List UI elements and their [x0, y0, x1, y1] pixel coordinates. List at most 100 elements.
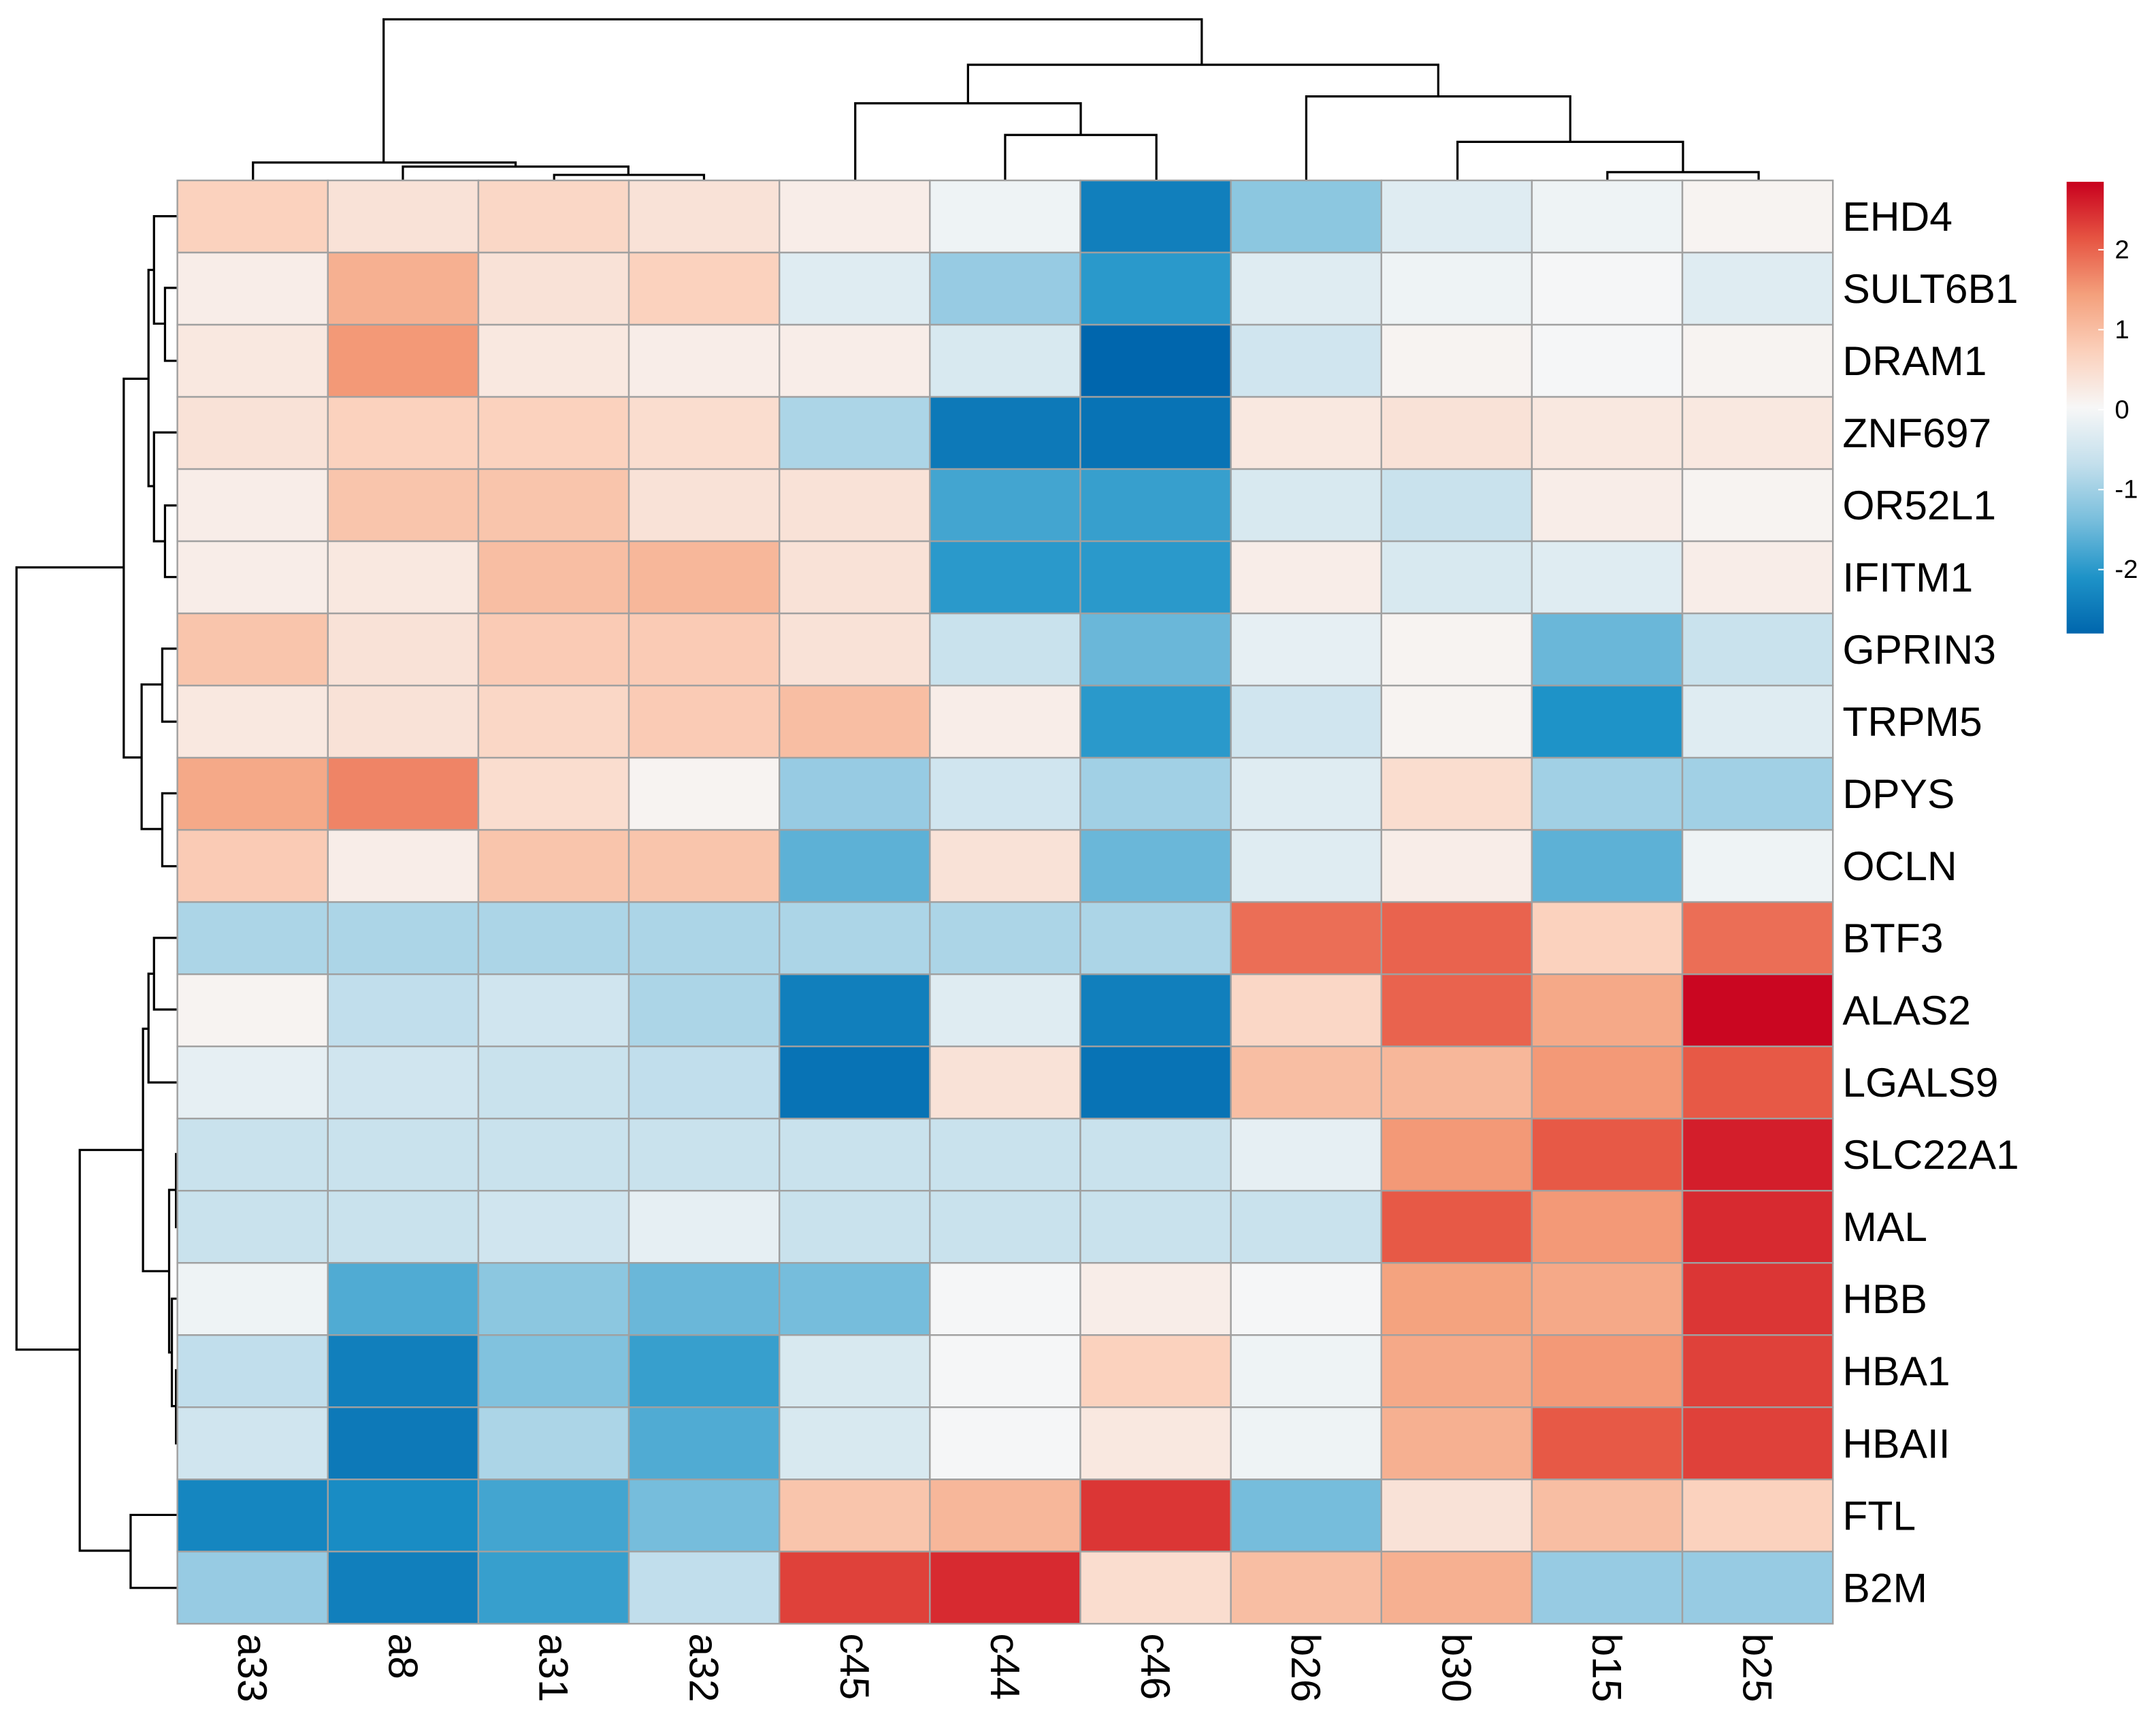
row-label: ALAS2 [1842, 987, 1971, 1033]
heatmap-cell [929, 251, 1081, 326]
heatmap-cell [1079, 1406, 1232, 1481]
heatmap-cell [627, 756, 781, 831]
heatmap-cell [1380, 540, 1533, 615]
heatmap-cell [477, 756, 630, 831]
heatmap-cell [627, 1334, 781, 1408]
heatmap-cell [327, 684, 480, 759]
heatmap-cell [778, 251, 931, 326]
heatmap-cell [627, 684, 781, 759]
heatmap-cell [176, 612, 329, 687]
heatmap-cell [477, 468, 630, 543]
heatmap-cell [929, 1045, 1081, 1120]
heatmap-cell [1681, 1045, 1834, 1120]
heatmap-cell [327, 828, 480, 903]
heatmap-cell [477, 828, 630, 903]
heatmap-cell [929, 1479, 1081, 1553]
heatmap-cell [477, 901, 630, 975]
heatmap-cell [176, 756, 329, 831]
heatmap-cell [176, 973, 329, 1048]
heatmap-cell [929, 973, 1081, 1048]
heatmap-cell [929, 612, 1081, 687]
heatmap-cell [1531, 468, 1684, 543]
heatmap-cell [627, 396, 781, 470]
heatmap-cell [176, 1045, 329, 1120]
heatmap-cell [1230, 1479, 1382, 1553]
heatmap-cell [327, 540, 480, 615]
heatmap-cell [627, 323, 781, 398]
heatmap-cell [477, 1117, 630, 1192]
heatmap-cell [1681, 973, 1834, 1048]
heatmap-cell [176, 684, 329, 759]
heatmap-cell [176, 901, 329, 975]
heatmap-cell [477, 684, 630, 759]
heatmap-cell [327, 1261, 480, 1336]
heatmap-cell [1079, 612, 1232, 687]
row-label: TRPM5 [1842, 698, 1982, 745]
heatmap-cell [627, 1045, 781, 1120]
heatmap-cell [1681, 612, 1834, 687]
heatmap-cell [1079, 756, 1232, 831]
row-label: SLC22A1 [1842, 1131, 2019, 1178]
heatmap-cell [1079, 468, 1232, 543]
heatmap-cell [1531, 1045, 1684, 1120]
row-label: EHD4 [1842, 193, 1953, 240]
heatmap-cell [778, 1261, 931, 1336]
heatmap-cell [327, 901, 480, 975]
heatmap-cell [1230, 612, 1382, 687]
heatmap-cell [1380, 1479, 1533, 1553]
heatmap-cell [1681, 396, 1834, 470]
heatmap-cell [1230, 1045, 1382, 1120]
heatmap-cell [1681, 323, 1834, 398]
heatmap-cell [778, 1406, 931, 1481]
heatmap-cell [1681, 1406, 1834, 1481]
heatmap-cell [477, 1479, 630, 1553]
heatmap-cell [1380, 684, 1533, 759]
heatmap-cell [1380, 251, 1533, 326]
heatmap-cell [477, 1406, 630, 1481]
heatmap-cell [176, 1551, 329, 1625]
heatmap-cell [327, 756, 480, 831]
heatmap-cell [1531, 1479, 1684, 1553]
heatmap-cell [1531, 1189, 1684, 1264]
heatmap-cell [627, 1117, 781, 1192]
heatmap-cell [1380, 1261, 1533, 1336]
heatmap-cell [929, 1334, 1081, 1408]
row-label: HBA1 [1842, 1348, 1950, 1394]
heatmap-cell [327, 1045, 480, 1120]
heatmap-cell [1380, 612, 1533, 687]
heatmap-cell [1681, 540, 1834, 615]
column-label: c44 [982, 1633, 1028, 1700]
heatmap-cell [627, 540, 781, 615]
heatmap-cell [929, 396, 1081, 470]
heatmap-cell [327, 612, 480, 687]
row-label: OR52L1 [1842, 482, 1996, 528]
heatmap-cell [477, 973, 630, 1048]
heatmap-cell [627, 1406, 781, 1481]
heatmap-cell [1230, 179, 1382, 254]
heatmap-cell [929, 756, 1081, 831]
heatmap-cell [929, 1117, 1081, 1192]
heatmap-cell [1531, 540, 1684, 615]
heatmap-cell [1681, 179, 1834, 254]
heatmap-cell [1380, 1117, 1533, 1192]
heatmap-cell [1230, 828, 1382, 903]
heatmap-cell [778, 540, 931, 615]
heatmap-cell [778, 1479, 931, 1553]
heatmap-cell [176, 1479, 329, 1553]
heatmap-cell [327, 179, 480, 254]
heatmap-cell [477, 1261, 630, 1336]
heatmap-cell [929, 684, 1081, 759]
heatmap-cell [778, 1045, 931, 1120]
heatmap-cell [327, 323, 480, 398]
heatmap-cell [176, 396, 329, 470]
heatmap-cell [477, 396, 630, 470]
column-label: c45 [832, 1633, 878, 1700]
heatmap-cell [477, 323, 630, 398]
heatmap-cell [1681, 828, 1834, 903]
column-label: b26 [1283, 1633, 1329, 1702]
heatmap-cell [627, 468, 781, 543]
heatmap-cell [1230, 973, 1382, 1048]
heatmap-cell [1079, 251, 1232, 326]
heatmap-cell [1079, 396, 1232, 470]
heatmap-cell [778, 756, 931, 831]
